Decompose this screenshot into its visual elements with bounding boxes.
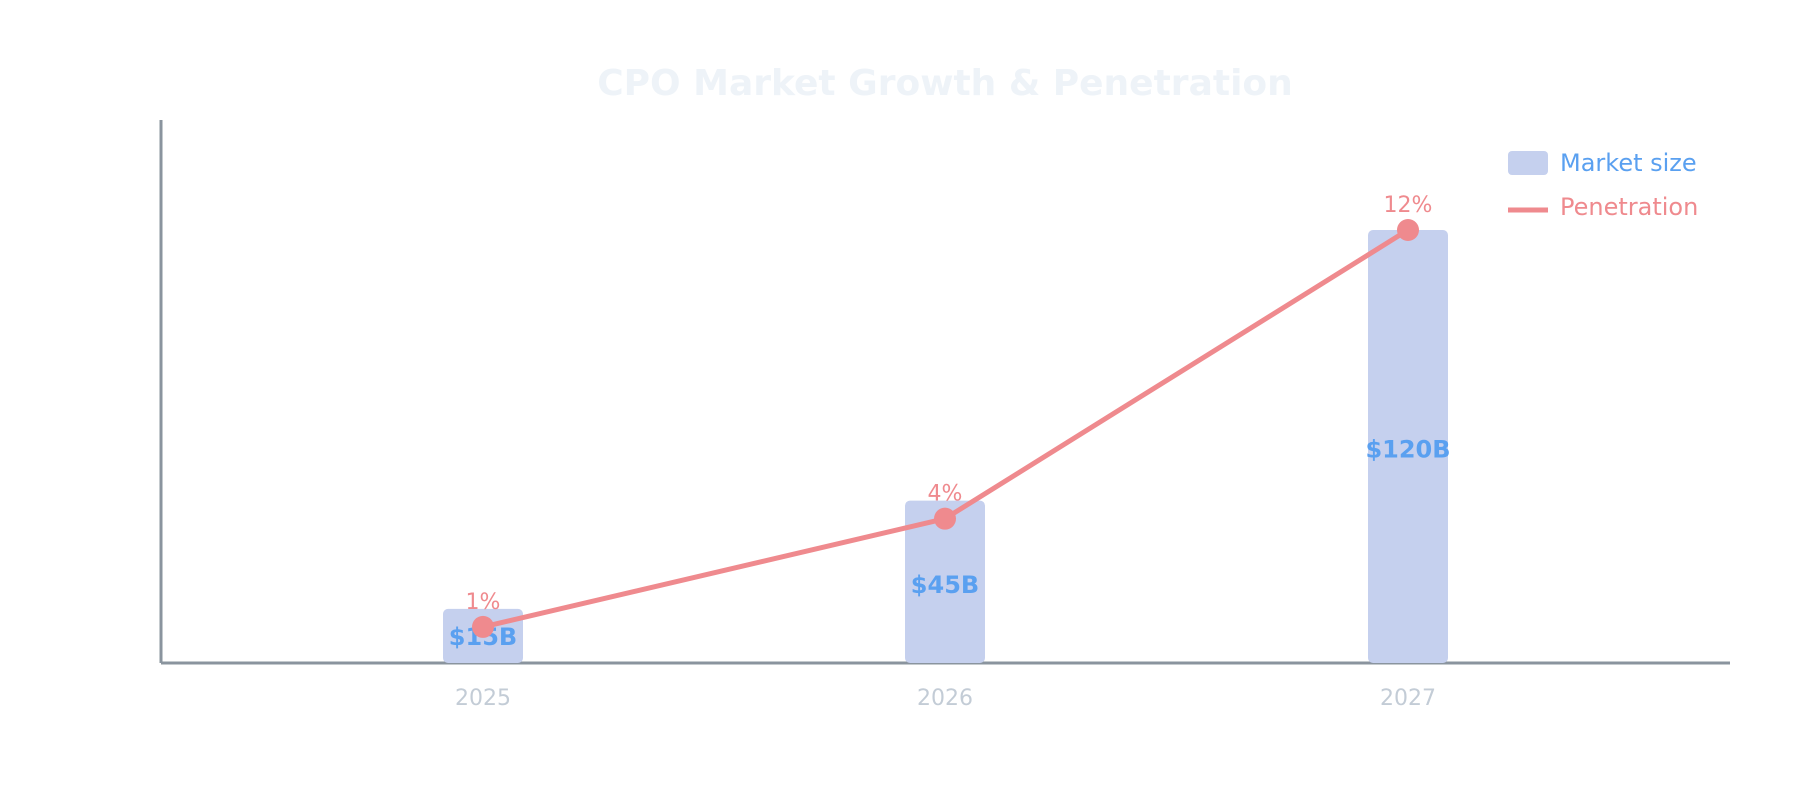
bar-2026 [905, 500, 985, 663]
x-tick-labels: 2025 2026 2027 [455, 686, 1436, 711]
x-tick-label: 2025 [455, 686, 511, 711]
penetration-point-2026 [934, 507, 956, 530]
bar-2027 [1368, 230, 1448, 663]
bar-value-label: $120B [1365, 436, 1450, 464]
penetration-point-2025 [472, 615, 494, 638]
legend: Market size Penetration [1508, 149, 1698, 221]
bar-value-label: $45B [911, 571, 979, 599]
penetration-line-group: 1% 4% 12% [466, 193, 1433, 638]
penetration-point-2027 [1397, 219, 1419, 241]
legend-label-penetration: Penetration [1560, 193, 1698, 221]
penetration-value-label: 1% [466, 590, 501, 615]
legend-label-market-size: Market size [1560, 149, 1697, 177]
x-tick-label: 2026 [917, 686, 973, 711]
penetration-value-label: 12% [1384, 193, 1433, 218]
legend-bar-swatch [1508, 151, 1548, 175]
chart-title: CPO Market Growth & Penetration [597, 63, 1293, 104]
penetration-value-label: 4% [928, 482, 963, 507]
x-tick-label: 2027 [1380, 686, 1436, 711]
